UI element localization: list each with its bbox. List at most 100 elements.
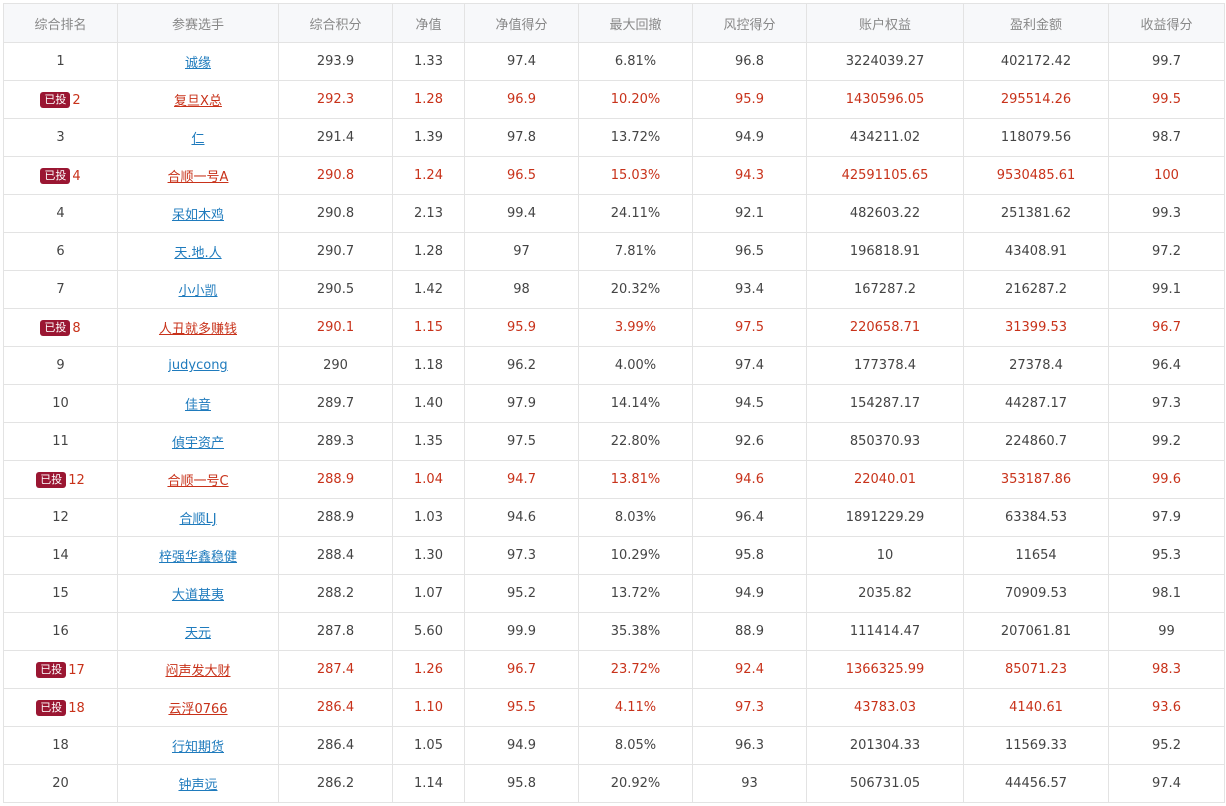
return-score-cell: 100 <box>1108 156 1225 195</box>
player-link[interactable]: 大道甚夷 <box>171 588 224 603</box>
profit-cell: 4140.61 <box>963 688 1109 727</box>
return-score-cell: 97.3 <box>1108 384 1225 423</box>
table-row: 已投 12 合顺一号C 288.9 1.04 94.7 13.81% 94.6 22040.01… <box>3 460 1225 499</box>
total-score-cell: 286.4 <box>278 688 393 727</box>
max-drawdown-cell: 4.00% <box>578 346 693 385</box>
net-value-cell: 1.03 <box>392 498 465 537</box>
player-link[interactable]: 佳音 <box>184 398 211 413</box>
total-score-cell: 293.9 <box>278 42 393 81</box>
total-score-cell: 289.7 <box>278 384 393 423</box>
player-link[interactable]: judycong <box>168 358 228 373</box>
return-score-cell: 97.2 <box>1108 232 1225 271</box>
rank-cell: 已投 2 <box>3 80 118 119</box>
net-value-score-cell: 95.9 <box>464 308 579 347</box>
player-link[interactable]: 呆如木鸡 <box>171 208 224 223</box>
risk-score-cell: 96.8 <box>692 42 807 81</box>
header-net-value[interactable]: 净值 <box>392 3 465 43</box>
max-drawdown-cell: 10.20% <box>578 80 693 119</box>
header-profit[interactable]: 盈利金额 <box>963 3 1109 43</box>
player-link[interactable]: 梓强华鑫稳健 <box>158 550 237 565</box>
return-score-cell: 99.3 <box>1108 194 1225 233</box>
rank-value: 2 <box>72 92 81 108</box>
table-row: 16 天元 287.8 5.60 99.9 35.38% 88.9 111414.47 2070… <box>3 612 1225 651</box>
net-value-score-cell: 95.8 <box>464 764 579 803</box>
equity-cell: 220658.71 <box>806 308 964 347</box>
table-row: 已投 8 人丑就多赚钱 290.1 1.15 95.9 3.99% 97.5 220658.71… <box>3 308 1225 347</box>
table-row: 14 梓强华鑫稳健 288.4 1.30 97.3 10.29% 95.8 10 11654 95… <box>3 536 1225 575</box>
player-link[interactable]: 合顺一号A <box>167 170 229 185</box>
table-body: 1 诚缘 293.9 1.33 97.4 6.81% 96.8 3224039.27 40217… <box>3 42 1225 803</box>
profit-cell: 295514.26 <box>963 80 1109 119</box>
risk-score-cell: 93 <box>692 764 807 803</box>
player-link[interactable]: 钟声远 <box>178 778 218 793</box>
max-drawdown-cell: 4.11% <box>578 688 693 727</box>
table-row: 已投 4 合顺一号A 290.8 1.24 96.5 15.03% 94.3 42591105.… <box>3 156 1225 195</box>
risk-score-cell: 96.3 <box>692 726 807 765</box>
table-row: 11 偵宇资产 289.3 1.35 97.5 22.80% 92.6 850370.93 22… <box>3 422 1225 461</box>
net-value-score-cell: 97.5 <box>464 422 579 461</box>
player-cell: 偵宇资产 <box>117 422 279 461</box>
header-rank[interactable]: 综合排名 <box>3 3 118 43</box>
player-link[interactable]: 天.地.人 <box>174 246 222 261</box>
player-link[interactable]: 闷声发大财 <box>165 664 231 679</box>
profit-cell: 353187.86 <box>963 460 1109 499</box>
table-row: 9 judycong 290 1.18 96.2 4.00% 97.4 177378.4 273… <box>3 346 1225 385</box>
header-net-value-score[interactable]: 净值得分 <box>464 3 579 43</box>
max-drawdown-cell: 6.81% <box>578 42 693 81</box>
equity-cell: 482603.22 <box>806 194 964 233</box>
invested-badge: 已投 <box>36 471 67 488</box>
player-cell: 天元 <box>117 612 279 651</box>
invested-badge: 已投 <box>40 319 71 336</box>
equity-cell: 43783.03 <box>806 688 964 727</box>
net-value-cell: 1.28 <box>392 232 465 271</box>
player-link[interactable]: 人丑就多赚钱 <box>158 322 237 337</box>
player-cell: 梓强华鑫稳健 <box>117 536 279 575</box>
player-link[interactable]: 云浮0766 <box>168 702 228 717</box>
player-cell: 合顺LJ <box>117 498 279 537</box>
player-link[interactable]: 行知期货 <box>171 740 224 755</box>
player-link[interactable]: 合顺LJ <box>179 512 217 527</box>
rank-cell: 已投 17 <box>3 650 118 689</box>
profit-cell: 402172.42 <box>963 42 1109 81</box>
max-drawdown-cell: 22.80% <box>578 422 693 461</box>
header-player[interactable]: 参赛选手 <box>117 3 279 43</box>
rank-cell: 10 <box>3 384 118 423</box>
player-link[interactable]: 诚缘 <box>184 56 211 71</box>
equity-cell: 434211.02 <box>806 118 964 157</box>
header-risk-score[interactable]: 风控得分 <box>692 3 807 43</box>
player-cell: 大道甚夷 <box>117 574 279 613</box>
header-equity[interactable]: 账户权益 <box>806 3 964 43</box>
player-link[interactable]: 偵宇资产 <box>171 436 224 451</box>
total-score-cell: 290.8 <box>278 156 393 195</box>
player-link[interactable]: 天元 <box>184 626 211 641</box>
player-link[interactable]: 合顺一号C <box>167 474 229 489</box>
header-max-drawdown[interactable]: 最大回撤 <box>578 3 693 43</box>
rank-cell: 7 <box>3 270 118 309</box>
net-value-cell: 1.35 <box>392 422 465 461</box>
net-value-cell: 5.60 <box>392 612 465 651</box>
net-value-score-cell: 96.2 <box>464 346 579 385</box>
net-value-cell: 1.05 <box>392 726 465 765</box>
rank-value: 16 <box>52 624 69 639</box>
profit-cell: 63384.53 <box>963 498 1109 537</box>
profit-cell: 44287.17 <box>963 384 1109 423</box>
return-score-cell: 96.4 <box>1108 346 1225 385</box>
net-value-score-cell: 94.9 <box>464 726 579 765</box>
equity-cell: 196818.91 <box>806 232 964 271</box>
risk-score-cell: 95.9 <box>692 80 807 119</box>
table-row: 3 仁 291.4 1.39 97.8 13.72% 94.9 434211.02 118079… <box>3 118 1225 157</box>
equity-cell: 22040.01 <box>806 460 964 499</box>
player-link[interactable]: 小小凯 <box>178 284 218 299</box>
player-cell: judycong <box>117 346 279 385</box>
net-value-cell: 1.33 <box>392 42 465 81</box>
player-link[interactable]: 复旦X总 <box>174 94 222 109</box>
profit-cell: 44456.57 <box>963 764 1109 803</box>
invested-badge: 已投 <box>40 91 71 108</box>
equity-cell: 177378.4 <box>806 346 964 385</box>
header-total-score[interactable]: 综合积分 <box>278 3 393 43</box>
player-link[interactable]: 仁 <box>191 132 205 147</box>
rank-cell: 18 <box>3 726 118 765</box>
equity-cell: 1430596.05 <box>806 80 964 119</box>
total-score-cell: 288.9 <box>278 498 393 537</box>
header-return-score[interactable]: 收益得分 <box>1108 3 1225 43</box>
